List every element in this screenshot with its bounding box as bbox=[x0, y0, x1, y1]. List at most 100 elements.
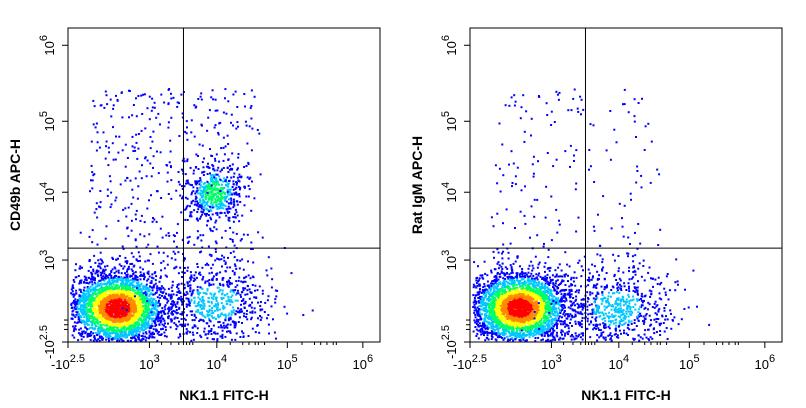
event-dot bbox=[191, 331, 194, 334]
event-dot bbox=[229, 318, 232, 321]
event-dot bbox=[215, 300, 218, 302]
event-dot bbox=[528, 303, 531, 306]
event-dot bbox=[74, 298, 77, 301]
event-dot bbox=[228, 211, 231, 214]
event-dot bbox=[210, 302, 213, 305]
event-dot bbox=[478, 305, 481, 308]
event-dot bbox=[105, 338, 108, 341]
event-dot bbox=[185, 182, 187, 185]
event-dot bbox=[123, 313, 126, 316]
event-dot bbox=[94, 298, 97, 301]
event-dot bbox=[560, 293, 563, 296]
event-dot bbox=[99, 271, 102, 274]
event-dot bbox=[101, 322, 104, 325]
event-dot bbox=[163, 101, 166, 104]
event-dot bbox=[135, 218, 137, 221]
event-dot bbox=[213, 331, 216, 334]
event-dot bbox=[250, 316, 253, 319]
event-dot bbox=[207, 162, 209, 165]
event-dot bbox=[148, 308, 151, 311]
event-dot bbox=[125, 329, 128, 332]
event-dot bbox=[119, 325, 121, 327]
event-dot bbox=[239, 293, 242, 296]
event-dot bbox=[144, 156, 147, 159]
event-dot bbox=[273, 331, 276, 334]
event-dot bbox=[210, 200, 213, 203]
event-dot bbox=[180, 93, 183, 96]
event-dot bbox=[99, 104, 102, 107]
event-dot bbox=[111, 319, 114, 322]
event-dot bbox=[153, 218, 156, 221]
event-dot bbox=[196, 305, 199, 307]
event-dot bbox=[136, 291, 139, 293]
event-dot bbox=[251, 248, 254, 250]
event-dot bbox=[199, 215, 202, 218]
event-dot bbox=[241, 310, 243, 313]
event-dot bbox=[124, 143, 127, 146]
event-dot bbox=[99, 312, 102, 315]
event-dot bbox=[76, 307, 79, 310]
event-dot bbox=[239, 239, 242, 242]
event-dot bbox=[208, 109, 211, 112]
event-dot bbox=[83, 320, 86, 323]
event-dot bbox=[84, 310, 87, 313]
event-dot bbox=[120, 265, 123, 267]
event-dot bbox=[231, 152, 234, 155]
event-dot bbox=[222, 180, 225, 183]
event-dot bbox=[219, 191, 222, 194]
event-dot bbox=[125, 322, 128, 325]
event-dot bbox=[202, 234, 205, 237]
event-dot bbox=[135, 331, 138, 334]
event-dot bbox=[136, 320, 139, 323]
event-dot bbox=[207, 219, 210, 222]
event-dot bbox=[202, 194, 205, 197]
event-dot bbox=[214, 332, 217, 335]
event-dot bbox=[88, 310, 91, 312]
event-dot bbox=[104, 289, 107, 292]
event-dot bbox=[144, 316, 147, 318]
event-dot bbox=[221, 202, 224, 205]
event-dot bbox=[218, 321, 221, 323]
event-dot bbox=[483, 291, 486, 294]
event-dot bbox=[109, 283, 112, 286]
event-dot bbox=[125, 301, 128, 304]
event-dot bbox=[226, 210, 229, 213]
event-dot bbox=[187, 240, 190, 243]
event-dot bbox=[169, 150, 172, 153]
event-dot bbox=[123, 310, 126, 313]
event-dot bbox=[135, 209, 138, 212]
event-dot bbox=[207, 197, 210, 200]
event-dot bbox=[475, 335, 478, 337]
event-dot bbox=[172, 96, 175, 99]
event-dot bbox=[135, 321, 137, 324]
event-dot bbox=[220, 293, 223, 296]
event-dot bbox=[110, 274, 113, 277]
event-dot bbox=[211, 311, 214, 314]
event-dot bbox=[177, 180, 180, 183]
event-dot bbox=[132, 331, 135, 334]
event-dot bbox=[135, 115, 138, 118]
event-dot bbox=[167, 102, 170, 105]
event-dot bbox=[129, 289, 132, 291]
event-dot bbox=[221, 187, 224, 190]
event-dot bbox=[142, 309, 145, 312]
event-dot bbox=[106, 324, 108, 327]
event-dot bbox=[210, 293, 213, 296]
event-dot bbox=[208, 272, 211, 275]
event-dot bbox=[109, 323, 112, 326]
event-dot bbox=[134, 238, 137, 241]
event-dot bbox=[186, 160, 189, 163]
event-dot bbox=[95, 339, 98, 342]
event-dot bbox=[234, 286, 237, 289]
event-dot bbox=[245, 195, 248, 198]
event-dot bbox=[215, 242, 218, 245]
event-dot bbox=[88, 294, 91, 297]
event-dot bbox=[302, 314, 305, 316]
event-dot bbox=[96, 243, 99, 246]
event-dot bbox=[194, 200, 197, 203]
event-dot bbox=[125, 333, 128, 335]
event-dot bbox=[164, 312, 167, 315]
event-dot bbox=[119, 284, 122, 287]
event-dot bbox=[101, 328, 104, 331]
event-dot bbox=[95, 269, 98, 272]
